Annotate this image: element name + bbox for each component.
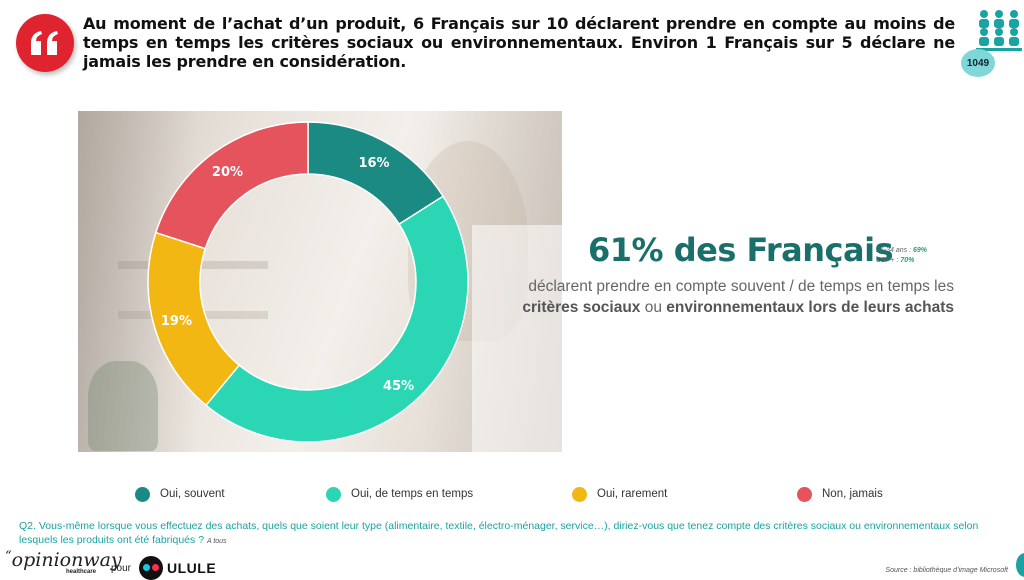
- sub-stat-value: 69%: [912, 247, 927, 254]
- legend-label: Oui, de temps en temps: [351, 488, 474, 500]
- legend-swatch: [797, 486, 812, 502]
- stat-connector: ou: [640, 299, 667, 316]
- legend-item: Non, jamais: [797, 485, 883, 503]
- sample-size-badge: 1049: [961, 49, 995, 77]
- legend-item: Oui, rarement: [572, 485, 667, 503]
- page-headline: Au moment de l’achat d’un produit, 6 Fra…: [83, 14, 955, 71]
- stat-bold-social: critères sociaux: [522, 299, 641, 316]
- brand-name: opinionway: [11, 549, 122, 571]
- brand-sub: healthcare: [66, 569, 97, 575]
- page-indicator-icon: [1016, 553, 1024, 577]
- legend-item: Oui, de temps en temps: [326, 485, 473, 503]
- survey-question: Q2. Vous-même lorsque vous effectuez des…: [19, 519, 1015, 549]
- legend-swatch: [572, 486, 587, 502]
- stat-bold-environment: environnementaux lors de leurs achats: [666, 299, 954, 316]
- sub-stats: 25-34 ans : 69% CSP+ : 70%: [876, 246, 927, 266]
- donut-slice: [154, 121, 309, 250]
- question-text: Q2. Vous-même lorsque vous effectuez des…: [19, 520, 979, 546]
- slice-label: 20%: [212, 165, 243, 180]
- donut-chart: 16% 45% 19% 20%: [147, 121, 469, 443]
- sub-stat-label: 25-34 ans :: [876, 247, 913, 254]
- sample-size: 1049: [966, 57, 990, 69]
- legend-label: Oui, rarement: [597, 488, 668, 500]
- quote-icon: [16, 14, 74, 72]
- sub-stat-label: CSP+ :: [876, 257, 901, 264]
- ulule-logo-icon: [139, 556, 163, 580]
- partner-name: ULULE: [167, 560, 217, 576]
- pour-text: pour: [111, 563, 132, 574]
- quote-marks-icon: [31, 31, 58, 55]
- slice-label: 16%: [358, 156, 389, 171]
- legend-label: Oui, souvent: [160, 488, 225, 500]
- donut-slice: [204, 195, 469, 443]
- photo-overlay: [472, 225, 562, 452]
- legend-item: Oui, souvent: [135, 485, 225, 503]
- people-group-icon: [976, 10, 1022, 51]
- legend-swatch: [326, 486, 341, 502]
- source-note: Source : bibliothèque d’image Microsoft: [885, 567, 1008, 574]
- headline-stat: 61% des Français: [588, 231, 894, 269]
- question-base: A tous: [206, 538, 227, 545]
- legend-label: Non, jamais: [822, 488, 883, 500]
- stat-description: déclarent prendre en compte souvent / de…: [490, 276, 954, 318]
- legend-swatch: [135, 486, 150, 502]
- slice-label: 45%: [383, 379, 414, 394]
- slice-label: 19%: [161, 314, 192, 329]
- opinionway-logo: “opinionway: [5, 549, 122, 571]
- stat-description-line1: déclarent prendre en compte souvent / de…: [528, 278, 954, 295]
- sub-stat-value: 70%: [900, 257, 915, 264]
